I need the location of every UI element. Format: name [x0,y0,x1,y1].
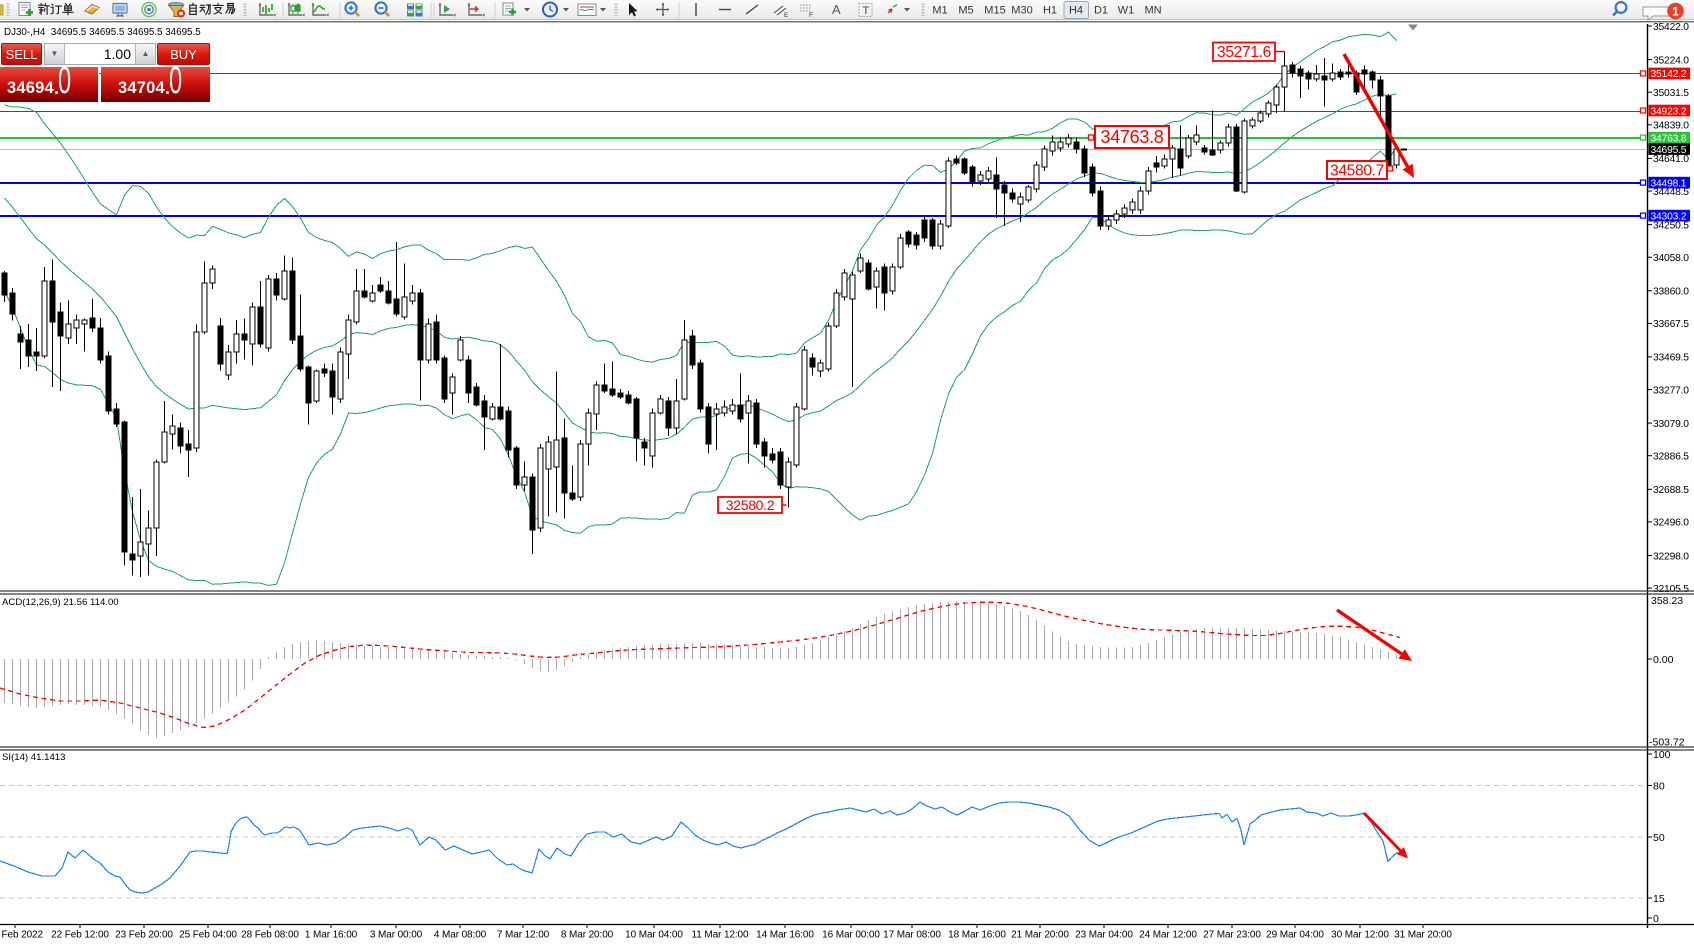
svg-text:M1: M1 [932,5,947,17]
svg-text:100: 100 [1653,749,1671,761]
svg-text:35271.6: 35271.6 [1217,44,1271,61]
svg-text:E: E [784,12,789,19]
svg-text:29 Mar 04:00: 29 Mar 04:00 [1266,930,1324,941]
svg-text:34303.2: 34303.2 [1651,211,1687,222]
svg-text:35224.0: 35224.0 [1653,55,1689,66]
svg-text:34763.8: 34763.8 [1101,127,1164,147]
svg-text:10 Mar 04:00: 10 Mar 04:00 [625,930,683,941]
svg-text:3 Mar 00:00: 3 Mar 00:00 [370,930,423,941]
svg-text:ACD(12,26,9) 21.56 114.00: ACD(12,26,9) 21.56 114.00 [2,597,119,608]
svg-text:32105.5: 32105.5 [1653,584,1689,595]
svg-text:35031.5: 35031.5 [1653,88,1689,99]
svg-text:W1: W1 [1118,5,1135,17]
svg-text:33860.0: 33860.0 [1653,287,1689,298]
svg-text:32886.5: 32886.5 [1653,452,1689,463]
svg-text:34641.0: 34641.0 [1653,154,1689,165]
svg-text:DJ30-,H4 34695.5 34695.5 3469: DJ30-,H4 34695.5 34695.5 34695.5 34695.5 [4,27,201,38]
svg-text:34058.0: 34058.0 [1653,253,1689,264]
svg-text:33667.5: 33667.5 [1653,319,1689,330]
svg-text:32298.0: 32298.0 [1653,551,1689,562]
svg-text:17 Mar 08:00: 17 Mar 08:00 [883,930,941,941]
svg-text:35142.2: 35142.2 [1651,69,1687,80]
svg-text:34498.1: 34498.1 [1651,178,1687,189]
svg-text:22 Feb 12:00: 22 Feb 12:00 [51,930,109,941]
svg-text:0: 0 [1653,913,1659,925]
svg-text:32580.2: 32580.2 [726,497,775,513]
svg-text:MN: MN [1144,5,1161,17]
svg-text:15: 15 [1653,893,1665,905]
svg-text:14 Mar 16:00: 14 Mar 16:00 [756,930,814,941]
svg-text:7 Mar 12:00: 7 Mar 12:00 [497,930,550,941]
svg-text:50: 50 [1653,832,1665,844]
svg-text:SI(14) 41.1413: SI(14) 41.1413 [2,752,65,763]
svg-text:27 Mar 23:00: 27 Mar 23:00 [1203,930,1261,941]
svg-text:8 Mar 20:00: 8 Mar 20:00 [561,930,614,941]
svg-text:1 Mar 16:00: 1 Mar 16:00 [305,930,358,941]
svg-text:D1: D1 [1094,5,1108,17]
svg-text:F: F [809,12,813,19]
svg-text:31 Mar 20:00: 31 Mar 20:00 [1394,930,1452,941]
svg-text:33079.0: 33079.0 [1653,419,1689,430]
svg-text:16 Mar 00:00: 16 Mar 00:00 [822,930,880,941]
svg-text:-503.72: -503.72 [1649,737,1685,749]
svg-text:32496.0: 32496.0 [1653,518,1689,529]
svg-text:80: 80 [1653,780,1665,792]
svg-text:33277.0: 33277.0 [1653,385,1689,396]
svg-text:25 Feb 04:00: 25 Feb 04:00 [179,930,237,941]
svg-text:21 Mar 20:00: 21 Mar 20:00 [1011,930,1069,941]
svg-text:34580.7: 34580.7 [1330,162,1384,179]
svg-text:35422.0: 35422.0 [1653,22,1689,33]
svg-text:4 Mar 08:00: 4 Mar 08:00 [434,930,487,941]
svg-text:T: T [863,5,870,17]
svg-text:H4: H4 [1069,5,1083,17]
svg-text:1: 1 [1672,4,1679,18]
svg-text:34250.5: 34250.5 [1653,220,1689,231]
svg-text:M30: M30 [1011,5,1032,17]
svg-text:A: A [832,2,841,17]
svg-text:11 Mar 12:00: 11 Mar 12:00 [692,930,750,941]
svg-text:34923.2: 34923.2 [1651,106,1687,117]
svg-text:34695.5: 34695.5 [1651,145,1687,156]
svg-text:34839.0: 34839.0 [1653,121,1689,132]
svg-text:23 Mar 04:00: 23 Mar 04:00 [1075,930,1133,941]
svg-text:24 Mar 12:00: 24 Mar 12:00 [1139,930,1197,941]
svg-text:358.23: 358.23 [1651,595,1683,607]
svg-text:32688.5: 32688.5 [1653,485,1689,496]
svg-text:0.00: 0.00 [1653,654,1674,666]
svg-text:H1: H1 [1043,5,1057,17]
svg-text:23 Feb 20:00: 23 Feb 20:00 [115,930,173,941]
svg-text:18 Mar 16:00: 18 Mar 16:00 [948,930,1006,941]
svg-text:28 Feb 08:00: 28 Feb 08:00 [241,930,299,941]
svg-text:34448.5: 34448.5 [1653,187,1689,198]
svg-text:34763.8: 34763.8 [1651,133,1687,144]
svg-text:M5: M5 [958,5,973,17]
svg-text:33469.5: 33469.5 [1653,353,1689,364]
svg-text:Feb 2022: Feb 2022 [2,930,44,941]
svg-text:M15: M15 [984,5,1005,17]
svg-text:30 Mar 12:00: 30 Mar 12:00 [1331,930,1389,941]
